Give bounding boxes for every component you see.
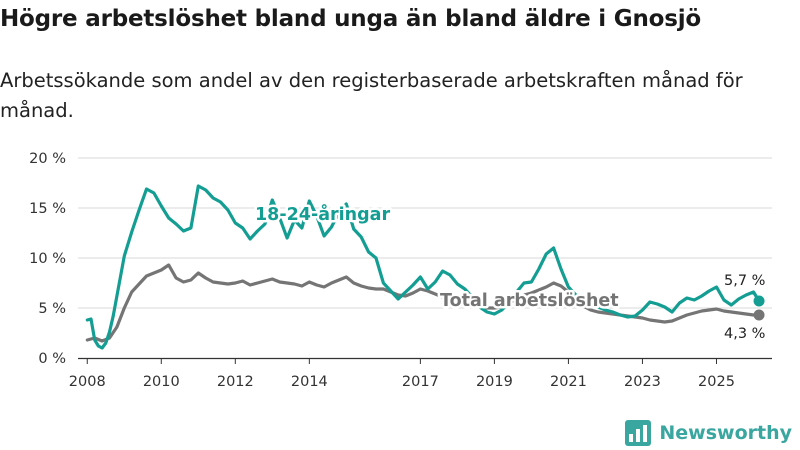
- series-labels: 18-24-åringar Total arbetslöshet 5,7 % 4…: [253, 201, 766, 343]
- series-line-total: [85, 263, 761, 343]
- x-tick-label: 2010: [143, 374, 180, 390]
- y-tick-label: 20 %: [29, 151, 66, 167]
- y-tick-label: 0 %: [38, 351, 66, 367]
- y-tick-label: 15 %: [29, 201, 66, 217]
- last-value-label-total: 4,3 %: [724, 326, 765, 342]
- series-label-total: Total arbetslöshet: [440, 291, 619, 311]
- x-tick-label: 2008: [69, 374, 106, 390]
- y-axis: 0 % 5 % 10 % 15 % 20 %: [29, 151, 66, 367]
- y-tick-label: 5 %: [38, 301, 66, 317]
- series-label-youth: 18-24-åringar: [255, 203, 390, 225]
- series-line-youth: [85, 184, 761, 350]
- last-value-label-youth: 5,7 %: [724, 273, 765, 289]
- series-lines: [85, 184, 765, 350]
- x-tick-label: 2019: [476, 374, 513, 390]
- chart-title: Högre arbetslöshet bland unga än bland ä…: [0, 6, 702, 32]
- brand-name: Newsworthy: [659, 422, 792, 444]
- x-tick-label: 2012: [217, 374, 254, 390]
- x-tick-label: 2014: [291, 374, 328, 390]
- y-tick-label: 10 %: [29, 251, 66, 267]
- end-point-total: [753, 309, 765, 321]
- end-point-youth: [753, 295, 765, 307]
- x-tick-label: 2017: [402, 374, 439, 390]
- x-tick-label: 2021: [550, 374, 587, 390]
- chart-subtitle: Arbetssökande som andel av den registerb…: [0, 69, 743, 122]
- x-tick-label: 2023: [624, 374, 661, 390]
- brand-logo: Newsworthy: [625, 420, 792, 446]
- x-axis: 2008 2010 2012 2014 2017 2019 2021 2023 2025: [69, 357, 772, 390]
- x-tick-label: 2025: [698, 374, 735, 390]
- newsworthy-icon: [625, 420, 652, 446]
